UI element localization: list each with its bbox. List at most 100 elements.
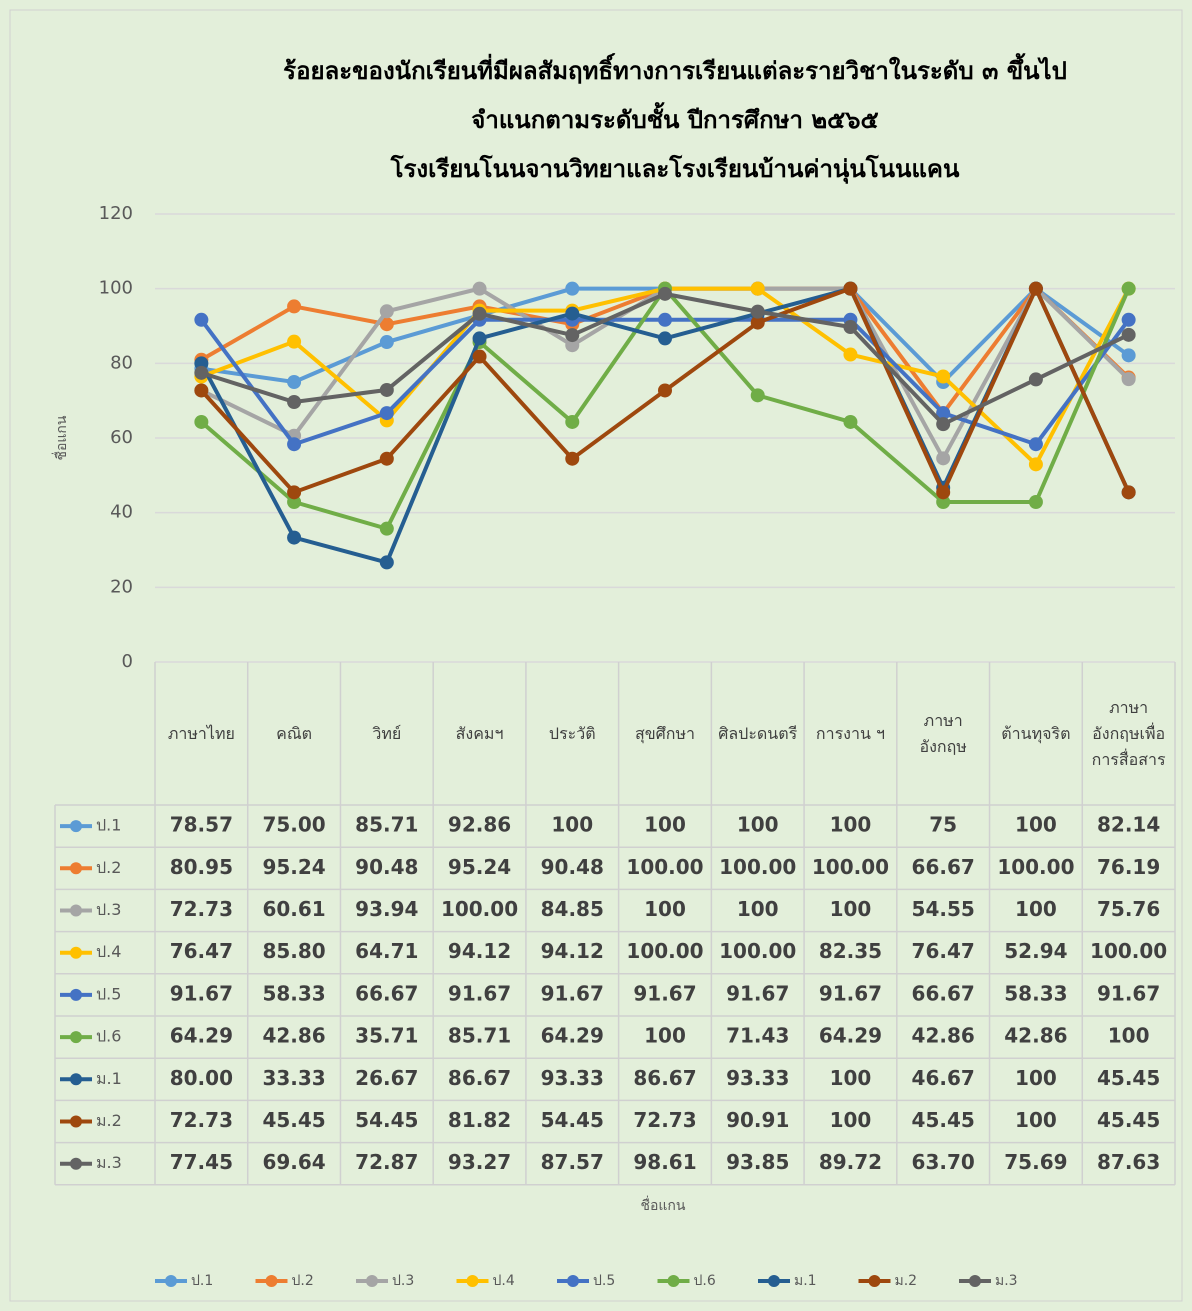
data-label: 35.71 bbox=[355, 1024, 418, 1048]
y-tick-label: 80 bbox=[110, 352, 133, 373]
legend-key bbox=[667, 1275, 680, 1287]
table-legend-key bbox=[70, 904, 82, 917]
point bbox=[936, 485, 951, 500]
point bbox=[379, 382, 394, 397]
point bbox=[472, 349, 487, 364]
data-label: 33.33 bbox=[262, 1066, 325, 1090]
data-label: 93.33 bbox=[726, 1066, 789, 1090]
point bbox=[843, 320, 858, 335]
point bbox=[379, 555, 394, 570]
data-label: 26.67 bbox=[355, 1066, 418, 1090]
data-label: 45.45 bbox=[1097, 1066, 1160, 1090]
point bbox=[936, 451, 951, 466]
point bbox=[936, 494, 951, 509]
data-label: 85.71 bbox=[355, 813, 418, 837]
legend-label: ป.2 bbox=[292, 1273, 314, 1289]
data-label: 100 bbox=[830, 813, 872, 837]
data-label: 76.47 bbox=[170, 939, 233, 963]
data-label: 100.00 bbox=[812, 855, 889, 879]
data-label: 42.86 bbox=[262, 1024, 325, 1048]
legend-key bbox=[466, 1275, 479, 1287]
series-line bbox=[199, 283, 1131, 565]
table-legend-label: ป.5 bbox=[96, 984, 121, 1003]
x-tick-label: ภาษาอังกฤษเพื่อการสื่อสาร bbox=[1091, 697, 1166, 769]
data-label: 72.87 bbox=[355, 1150, 418, 1174]
table-legend-key bbox=[70, 988, 82, 1001]
table-legend-label: ป.6 bbox=[96, 1027, 121, 1046]
point bbox=[565, 306, 580, 321]
x-tick-label: ภาษาไทย bbox=[167, 723, 235, 743]
data-label: 64.29 bbox=[170, 1024, 233, 1048]
data-label: 100.00 bbox=[719, 939, 796, 963]
point bbox=[379, 304, 394, 319]
table-legend-key bbox=[70, 946, 82, 959]
point bbox=[1121, 312, 1136, 327]
point bbox=[194, 312, 209, 327]
data-label: 75.00 bbox=[262, 813, 325, 837]
data-label: 64.29 bbox=[541, 1024, 604, 1048]
data-label: 60.61 bbox=[262, 897, 325, 921]
point bbox=[287, 334, 302, 349]
table-legend-label: ป.1 bbox=[96, 816, 121, 835]
point bbox=[1121, 348, 1136, 363]
data-label: 72.73 bbox=[633, 1108, 696, 1132]
point bbox=[1121, 281, 1136, 296]
data-label: 42.86 bbox=[912, 1024, 975, 1048]
point bbox=[658, 383, 672, 398]
point bbox=[658, 331, 672, 346]
point bbox=[379, 521, 394, 536]
data-label: 75 bbox=[929, 813, 957, 837]
point bbox=[287, 530, 302, 545]
data-label: 72.73 bbox=[170, 897, 233, 921]
data-label: 82.14 bbox=[1097, 813, 1160, 837]
point bbox=[750, 388, 765, 403]
data-label: 100 bbox=[830, 1108, 872, 1132]
table-legend-label: ม.2 bbox=[96, 1111, 122, 1130]
data-label: 76.19 bbox=[1097, 855, 1160, 879]
point bbox=[658, 312, 672, 327]
data-label: 98.61 bbox=[633, 1150, 696, 1174]
data-label: 81.82 bbox=[448, 1108, 511, 1132]
point bbox=[472, 331, 487, 346]
point bbox=[287, 299, 302, 314]
data-label: 86.67 bbox=[633, 1066, 696, 1090]
data-label: 82.35 bbox=[819, 939, 882, 963]
point bbox=[379, 451, 394, 466]
point bbox=[194, 365, 209, 380]
data-label: 42.86 bbox=[1004, 1024, 1067, 1048]
point bbox=[1028, 372, 1043, 387]
data-label: 87.63 bbox=[1097, 1150, 1160, 1174]
point bbox=[472, 281, 487, 296]
legend-key bbox=[567, 1275, 579, 1287]
x-tick-label: คณิต bbox=[276, 723, 313, 743]
data-label: 93.85 bbox=[726, 1150, 789, 1174]
data-label: 100 bbox=[1015, 897, 1057, 921]
point bbox=[287, 437, 302, 452]
data-label: 95.24 bbox=[262, 855, 325, 879]
point bbox=[1028, 281, 1043, 296]
data-label: 58.33 bbox=[1004, 981, 1067, 1005]
point bbox=[379, 317, 394, 332]
data-label: 94.12 bbox=[541, 939, 604, 963]
table-legend-label: ม.1 bbox=[96, 1069, 122, 1088]
y-tick-label: 60 bbox=[110, 427, 133, 448]
point bbox=[936, 417, 951, 432]
point bbox=[287, 395, 302, 410]
data-label: 71.43 bbox=[726, 1024, 789, 1048]
data-label: 75.69 bbox=[1004, 1150, 1067, 1174]
chart-title: จำแนกตามระดับชั้น ปีการศึกษา ๒๕๖๕ bbox=[471, 101, 878, 134]
data-label: 78.57 bbox=[170, 813, 233, 837]
table-legend-key bbox=[70, 1073, 82, 1086]
x-tick-label: สุขศึกษา bbox=[634, 723, 696, 743]
point bbox=[287, 494, 302, 509]
data-label: 52.94 bbox=[1004, 939, 1067, 963]
point bbox=[565, 338, 580, 353]
data-label: 91.67 bbox=[633, 981, 696, 1005]
x-tick-label: ประวัติ bbox=[548, 723, 596, 743]
legend-key bbox=[265, 1275, 278, 1287]
data-label: 93.33 bbox=[541, 1066, 604, 1090]
point bbox=[379, 335, 394, 350]
data-label: 91.67 bbox=[541, 981, 604, 1005]
data-label: 100 bbox=[830, 1066, 872, 1090]
